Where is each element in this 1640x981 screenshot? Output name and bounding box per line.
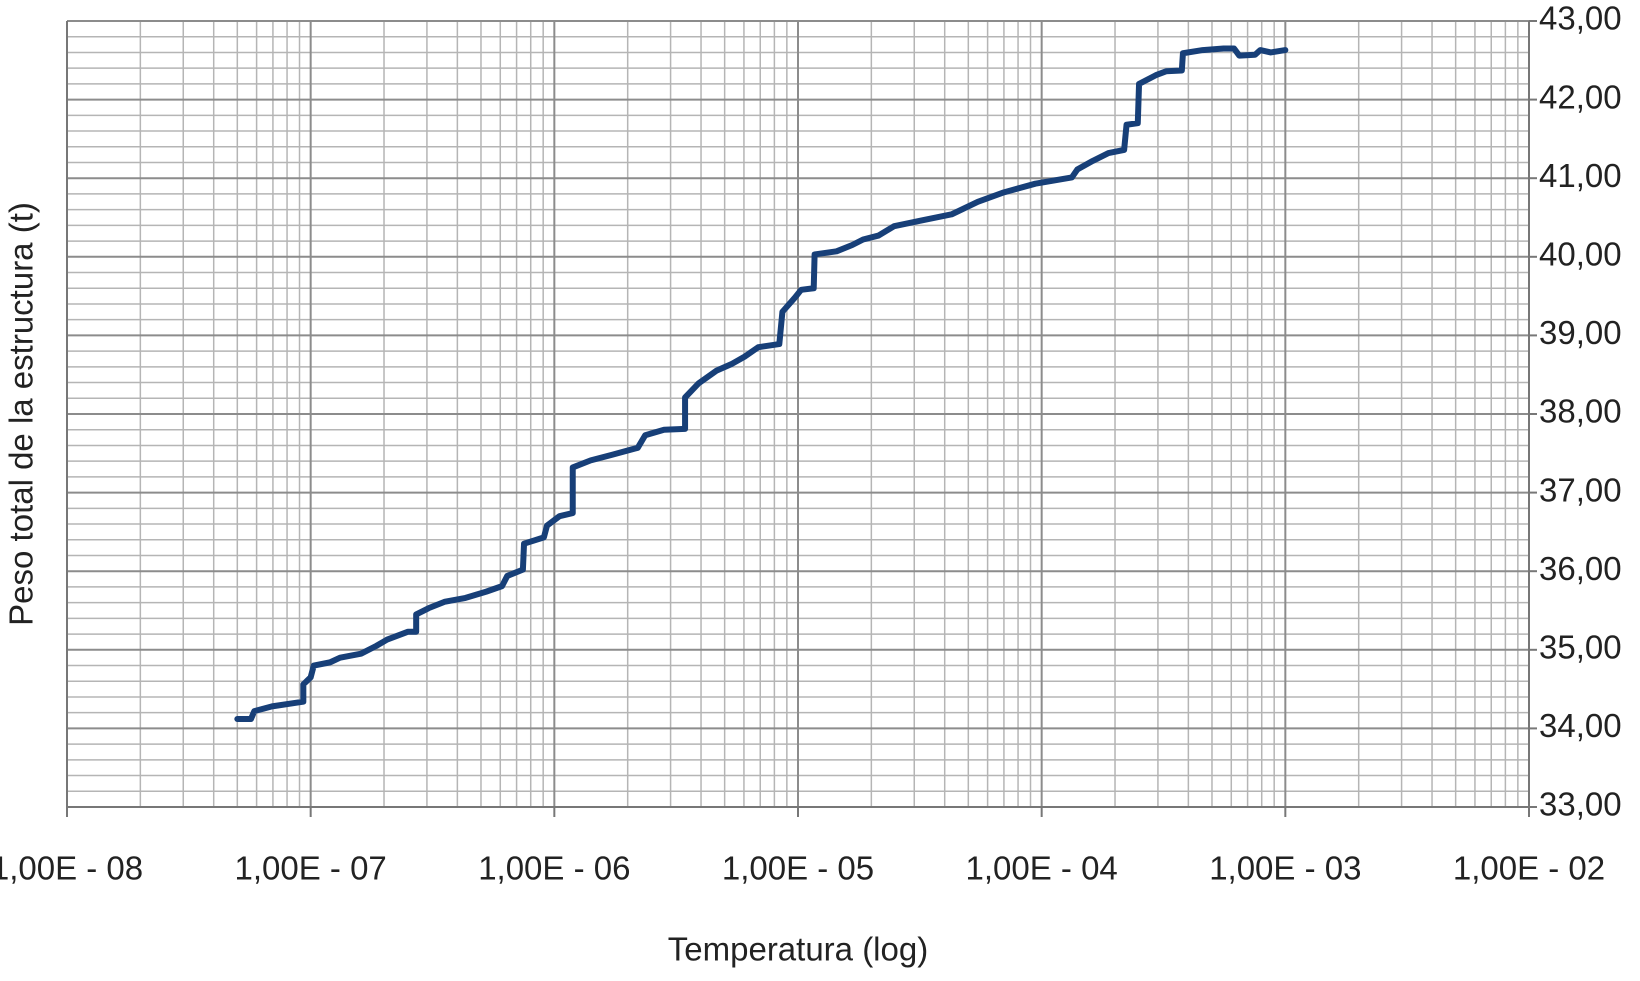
y-tick-label: 37,00	[1539, 471, 1622, 508]
x-tick-label: 1,00E - 05	[722, 850, 874, 887]
data-line	[234, 45, 1289, 722]
y-tick-label: 38,00	[1539, 393, 1622, 430]
x-tick-label: 1,00E - 08	[0, 850, 143, 887]
x-tick-label: 1,00E - 03	[1209, 850, 1361, 887]
y-tick-label: 41,00	[1539, 157, 1622, 194]
y-tick-label: 35,00	[1539, 629, 1622, 666]
y-tick-label: 39,00	[1539, 314, 1622, 351]
y-tick-label: 42,00	[1539, 78, 1622, 115]
x-tick-label: 1,00E - 04	[966, 850, 1118, 887]
x-tick-label: 1,00E - 06	[478, 850, 630, 887]
y-tick-label: 43,00	[1539, 0, 1622, 37]
x-tick-label: 1,00E - 02	[1453, 850, 1605, 887]
y-tick-label: 36,00	[1539, 550, 1622, 587]
y-tick-label: 34,00	[1539, 707, 1622, 744]
x-axis-title: Temperatura (log)	[668, 931, 928, 968]
x-tick-label: 1,00E - 07	[235, 850, 387, 887]
y-tick-label: 33,00	[1539, 786, 1622, 823]
y-tick-label: 40,00	[1539, 236, 1622, 273]
y-axis-title: Peso total de la estructura (t)	[3, 202, 40, 626]
